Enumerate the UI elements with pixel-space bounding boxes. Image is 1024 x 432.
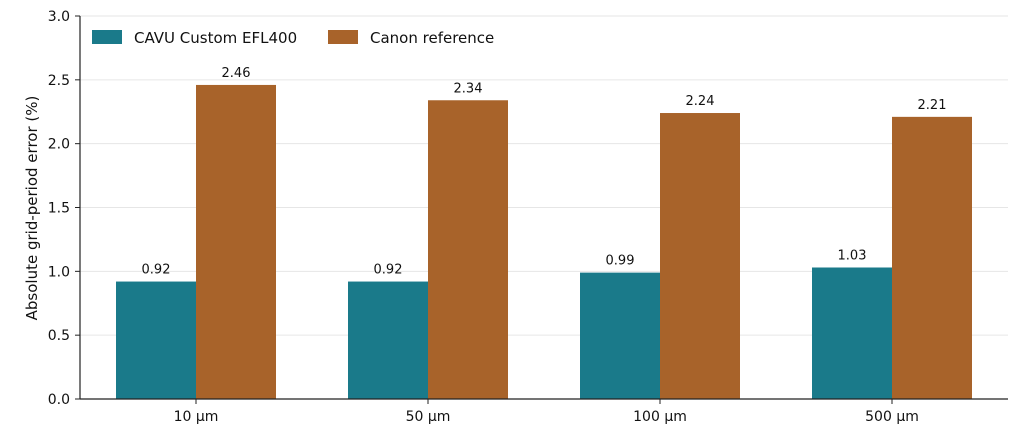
- y-tick-label: 2.0: [48, 137, 70, 153]
- bar-value-label: 2.21: [918, 98, 947, 113]
- bar-canon: [196, 84, 276, 399]
- bar-value-label: 2.24: [686, 94, 715, 109]
- y-tick-label: 1.5: [48, 201, 70, 217]
- bar-cavu: [580, 272, 660, 399]
- x-tick-label: 50 µm: [406, 409, 451, 425]
- y-tick-label: 0.5: [48, 328, 70, 344]
- bar-value-label: 0.92: [374, 263, 403, 278]
- bar-value-label: 0.99: [606, 254, 635, 269]
- y-tick-label: 2.5: [48, 73, 70, 89]
- bar-cavu: [348, 281, 428, 399]
- y-tick-label: 0.0: [48, 392, 70, 408]
- legend-label: CAVU Custom EFL400: [134, 29, 297, 47]
- bars: [116, 84, 972, 400]
- x-tick-label: 500 µm: [865, 409, 919, 425]
- legend: CAVU Custom EFL400 Canon reference: [92, 29, 494, 47]
- y-tick-label: 1.0: [48, 264, 70, 280]
- bar-cavu: [116, 281, 196, 399]
- bar-canon: [428, 100, 508, 399]
- y-axis-ticks: 0.0 0.5 1.0 1.5 2.0 2.5 3.0: [48, 9, 80, 408]
- data-labels: 0.92 2.46 0.92 2.34 0.99 2.24 1.03 2.21: [142, 66, 947, 278]
- legend-swatch: [328, 30, 358, 44]
- x-axis-ticks: 10 µm 50 µm 100 µm 500 µm: [174, 399, 919, 425]
- x-tick-label: 10 µm: [174, 409, 219, 425]
- bar-canon: [660, 113, 740, 399]
- x-tick-label: 100 µm: [633, 409, 687, 425]
- bar-value-label: 1.03: [838, 249, 867, 264]
- bar-value-label: 2.34: [454, 81, 483, 96]
- bar-value-label: 0.92: [142, 263, 171, 278]
- y-axis-title: Absolute grid-period error (%): [23, 96, 41, 321]
- legend-label: Canon reference: [370, 29, 494, 47]
- legend-swatch: [92, 30, 122, 44]
- bar-canon: [892, 116, 972, 400]
- y-tick-label: 3.0: [48, 9, 70, 25]
- bar-cavu: [812, 267, 892, 399]
- bar-value-label: 2.46: [222, 66, 251, 81]
